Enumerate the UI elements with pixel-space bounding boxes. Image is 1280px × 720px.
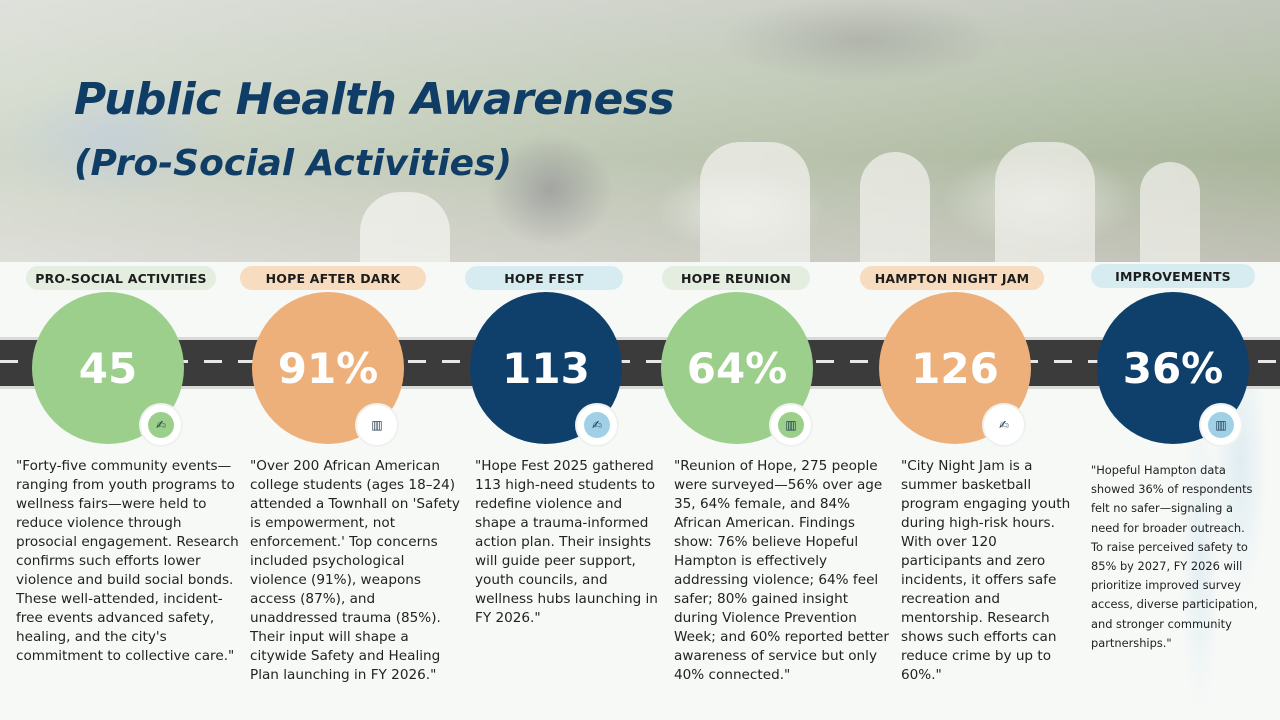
hand-arm-icon: ✍ [577, 405, 617, 445]
bar-chart-icon: ▥ [1201, 405, 1241, 445]
stat-column-improvements: IMPROVEMENTS 36% ▥ "Hopeful Hampton data… [1085, 262, 1260, 720]
page-subtitle: (Pro-Social Activities) [74, 143, 512, 184]
stat-description: "Forty-five community events—ranging fro… [16, 458, 239, 664]
stat-description: "Hopeful Hampton data showed 36% of resp… [1091, 463, 1258, 650]
category-label: HOPE AFTER DARK [240, 266, 426, 290]
category-label: HAMPTON NIGHT JAM [860, 266, 1044, 290]
event-crowd-photo [0, 0, 1280, 262]
road-divider [0, 337, 1280, 389]
bar-chart-icon: ▥ [357, 405, 397, 445]
stat-column-hope-after-dark: HOPE AFTER DARK 91% ▥ "Over 200 African … [240, 262, 465, 720]
hand-arm-icon: ✍ [984, 405, 1024, 445]
page-title: Public Health Awareness [74, 74, 675, 125]
stat-column-hampton-night-jam: HAMPTON NIGHT JAM 126 ✍ "City Night Jam … [860, 262, 1085, 720]
stat-column-hope-reunion: HOPE REUNION 64% ▥ "Reunion of Hope, 275… [661, 262, 895, 720]
category-label: HOPE REUNION [662, 266, 810, 290]
hand-arm-icon: ✍ [141, 405, 181, 445]
category-label: IMPROVEMENTS [1091, 264, 1255, 288]
stat-column-hope-fest: HOPE FEST 113 ✍ "Hope Fest 2025 gathered… [465, 262, 670, 720]
stat-description: "City Night Jam is a summer basketball p… [901, 458, 1071, 683]
stat-description: "Hope Fest 2025 gathered 113 high-need s… [475, 458, 658, 626]
bar-chart-icon: ▥ [771, 405, 811, 445]
stat-column-prosocial: PRO-SOCIAL ACTIVITIES 45 ✍ "Forty-five c… [0, 262, 240, 720]
category-label: HOPE FEST [465, 266, 623, 290]
stat-description: "Over 200 African American college stude… [250, 458, 460, 683]
stat-description: "Reunion of Hope, 275 people were survey… [674, 458, 890, 683]
category-label: PRO-SOCIAL ACTIVITIES [26, 266, 216, 290]
